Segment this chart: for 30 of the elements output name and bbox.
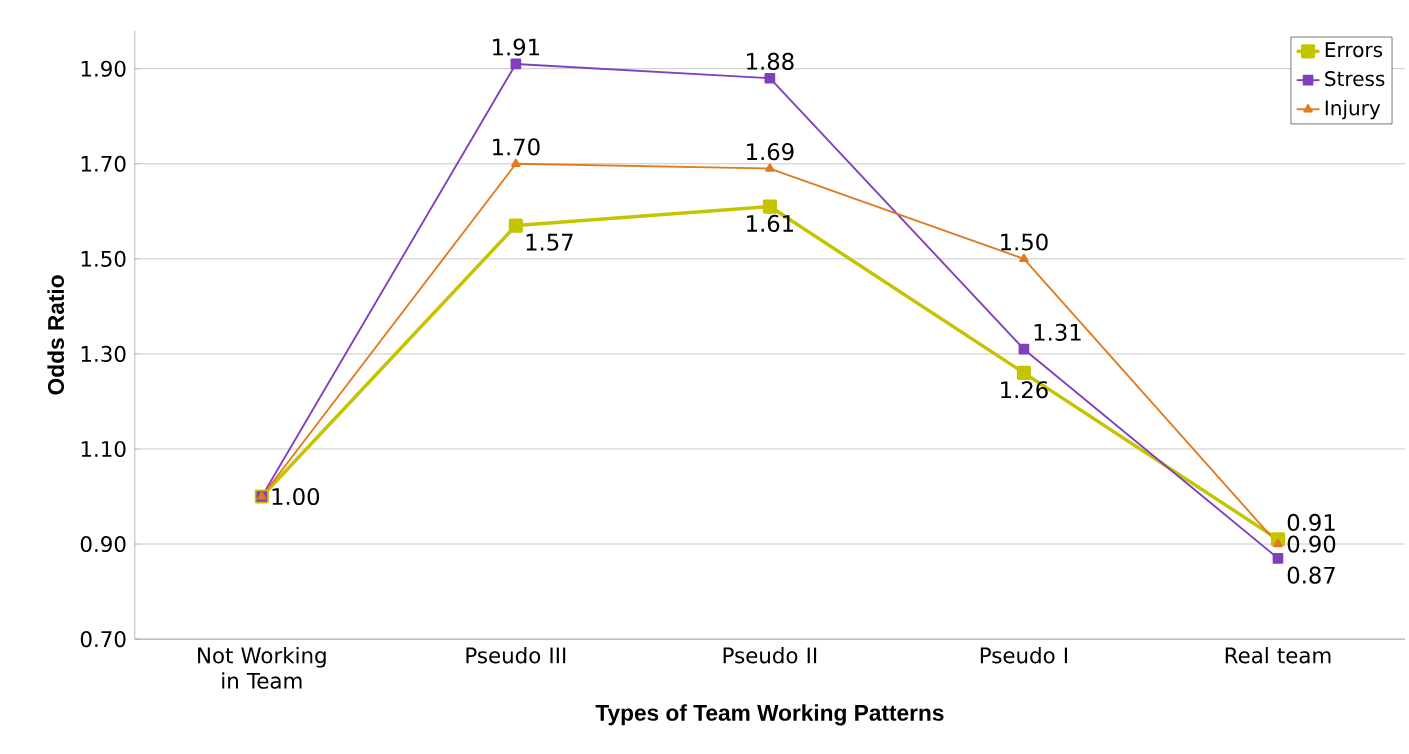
y-tick-label: 1.50 [81, 250, 126, 267]
data-label: 1.88 [747, 52, 794, 70]
data-label: 1.69 [747, 143, 794, 161]
data-label: 1.57 [526, 233, 573, 251]
y-tick-label: 1.10 [81, 440, 126, 458]
legend-label: Injury [1325, 100, 1381, 120]
y-tick-label: 1.30 [81, 345, 126, 363]
data-label: 1.50 [1001, 233, 1048, 251]
x-tick-label: Real team [1225, 647, 1331, 664]
y-tick-label: 0.90 [80, 536, 126, 553]
data-label: 1.61 [747, 214, 794, 233]
x-tick-label: Pseudo I [980, 647, 1067, 664]
data-label: 1.00 [272, 487, 320, 506]
data-label: 1.70 [493, 138, 540, 156]
legend-label: Errors [1325, 42, 1383, 58]
x-tick-label: Pseudo II [723, 647, 817, 664]
y-tick-label: 0.70 [80, 631, 126, 648]
data-label: 0.90 [1287, 535, 1336, 553]
data-label: 1.26 [1001, 381, 1048, 399]
y-axis-title: Odds Ratio [47, 275, 65, 395]
data-label: 0.91 [1287, 513, 1335, 532]
legend-label: Stress [1325, 71, 1385, 87]
data-label: 1.31 [1034, 323, 1081, 341]
x-tick-label: Pseudo III [466, 647, 566, 664]
y-tick-label: 1.70 [81, 155, 126, 172]
data-label: 1.91 [493, 38, 539, 56]
y-tick-label: 1.90 [81, 60, 126, 77]
data-label: 0.87 [1287, 566, 1335, 584]
x-axis-title: Types of Team Working Patterns [595, 704, 944, 726]
x-tick-label: Not Working in Team [198, 647, 326, 689]
